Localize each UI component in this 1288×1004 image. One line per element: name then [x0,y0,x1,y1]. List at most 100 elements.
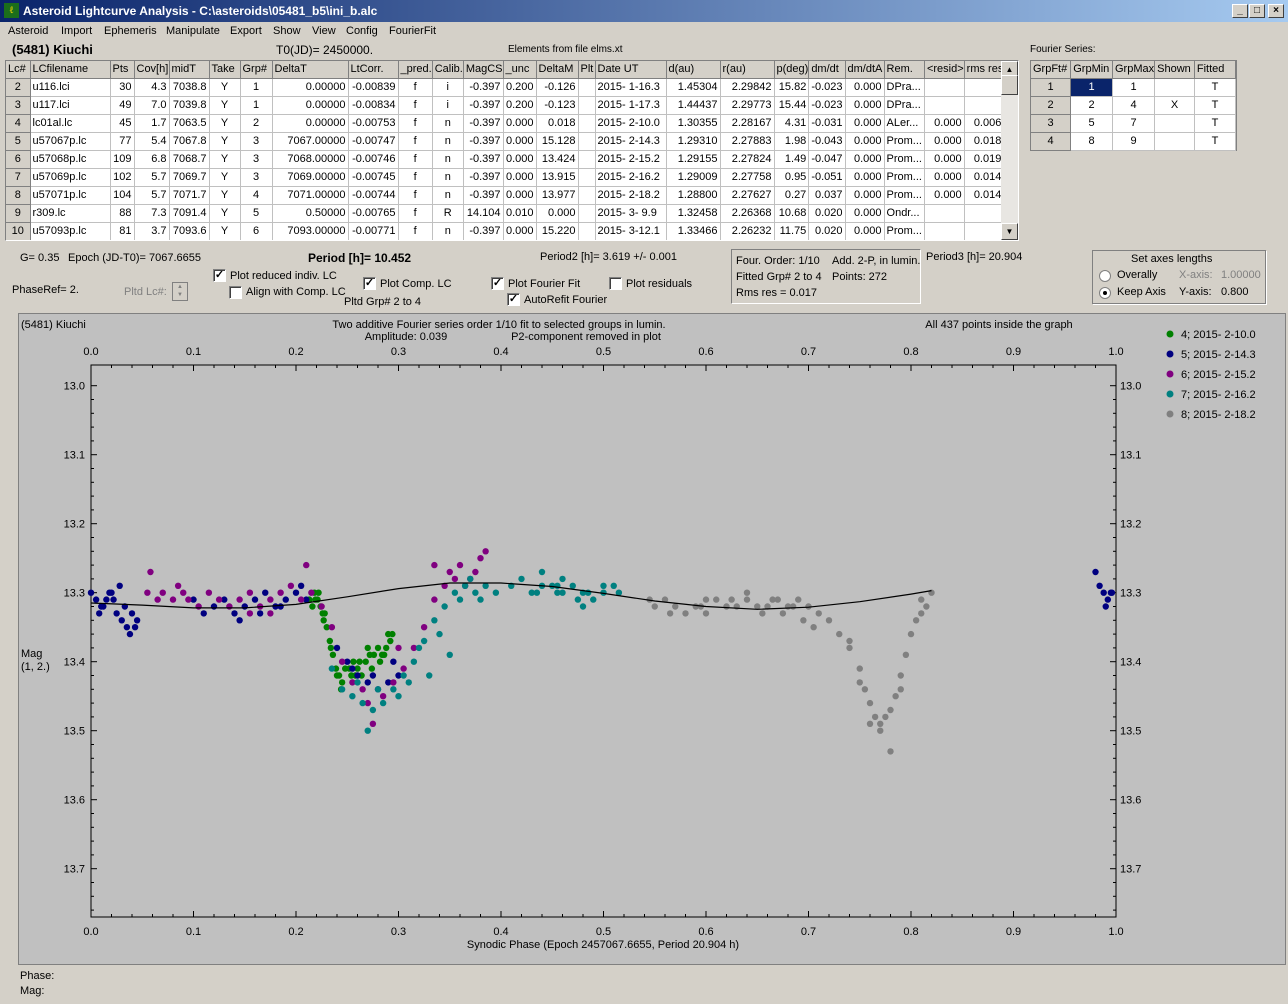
table-cell[interactable] [924,222,965,240]
column-header[interactable]: Cov[h] [134,61,170,79]
table-cell[interactable]: f [398,132,433,151]
table-cell[interactable]: -0.126 [536,78,579,97]
column-header[interactable]: Grp# [240,61,273,79]
table-cell[interactable]: 2.27883 [720,132,775,151]
table-cell[interactable] [578,186,596,205]
fourier-cell[interactable]: T [1194,96,1237,115]
table-cell[interactable]: 2015- 2-18.2 [595,186,667,205]
menu-view[interactable]: View [312,25,336,37]
plot-reduced-checkbox[interactable]: ✓ [213,269,226,282]
table-cell[interactable]: 0.00000 [272,114,349,133]
table-cell[interactable]: 1.44437 [666,96,721,115]
column-header[interactable]: Pts [110,61,135,79]
align-checkbox[interactable] [229,286,242,299]
table-cell[interactable]: 0.000 [503,186,537,205]
table-cell[interactable]: 0.000 [924,186,965,205]
column-header[interactable]: DeltaM [536,61,579,79]
table-cell[interactable]: 0.000 [845,204,885,223]
table-cell[interactable]: -0.023 [808,78,846,97]
table-cell[interactable]: -0.043 [808,132,846,151]
table-cell[interactable]: n [432,114,464,133]
table-cell[interactable]: u57069p.lc [30,168,111,187]
table-cell[interactable]: Y [209,186,241,205]
fourier-cell[interactable]: T [1194,132,1237,151]
table-cell[interactable]: 0.95 [774,168,810,187]
fourier-cell[interactable] [1154,114,1195,133]
table-row[interactable]: 2 u116.lci 30 4.3 7038.8 Y 1 0.00000 -0.00839 f i -… [6,78,1005,97]
table-cell[interactable]: 1.29155 [666,150,721,169]
table-cell[interactable] [578,168,596,187]
table-cell[interactable] [578,78,596,97]
row-header[interactable]: 3 [6,96,31,115]
table-row[interactable]: 8 u57071p.lc 104 5.7 7071.7 Y 4 7071.00000 -0.00… [6,186,1005,205]
table-cell[interactable]: Prom... [884,150,925,169]
row-header[interactable]: 5 [6,132,31,151]
column-header[interactable]: DeltaT [272,61,349,79]
table-cell[interactable]: u57071p.lc [30,186,111,205]
column-header[interactable]: d(au) [666,61,721,79]
x-axis-value[interactable]: 1.00000 [1221,269,1261,281]
column-header[interactable]: LtCorr. [348,61,399,79]
table-cell[interactable]: 6.8 [134,150,170,169]
table-cell[interactable]: 2015- 2-16.2 [595,168,667,187]
table-cell[interactable]: 0.037 [808,186,846,205]
table-cell[interactable]: 5.7 [134,168,170,187]
table-cell[interactable]: 2.28167 [720,114,775,133]
table-cell[interactable] [964,204,1005,223]
column-header[interactable]: Take [209,61,241,79]
table-cell[interactable] [578,222,596,240]
table-cell[interactable]: 0.000 [845,78,885,97]
table-cell[interactable]: Y [209,204,241,223]
autorefit-checkbox[interactable]: ✓ [507,293,520,306]
table-cell[interactable]: 1.7 [134,114,170,133]
table-cell[interactable]: R [432,204,464,223]
table-cell[interactable]: -0.00747 [348,132,399,151]
fourier-cell[interactable]: X [1154,96,1195,115]
overally-radio[interactable] [1099,270,1111,282]
table-cell[interactable]: 30 [110,78,135,97]
y-axis-value[interactable]: 0.800 [1221,286,1249,298]
menu-fourierfit[interactable]: FourierFit [389,25,437,37]
table-row[interactable]: 7 u57069p.lc 102 5.7 7069.7 Y 3 7069.00000 -0.00… [6,168,1005,187]
table-cell[interactable]: 7039.8 [169,96,210,115]
table-cell[interactable]: n [432,132,464,151]
table-cell[interactable]: 2015- 2-14.3 [595,132,667,151]
plot-fourier-checkbox[interactable]: ✓ [491,277,504,290]
table-cell[interactable]: 13.915 [536,168,579,187]
lightcurve-plot-panel[interactable]: (5481) Kiuchi All 437 points inside the g… [18,313,1286,965]
table-cell[interactable]: -0.397 [463,222,504,240]
period-value[interactable]: Period [h]= 10.452 [308,251,412,265]
table-cell[interactable]: n [432,186,464,205]
table-cell[interactable]: 1 [240,78,273,97]
table-cell[interactable]: 7067.00000 [272,132,349,151]
table-cell[interactable]: 3.7 [134,222,170,240]
keep-axis-radio[interactable] [1099,287,1111,299]
table-cell[interactable] [964,96,1005,115]
table-cell[interactable]: 2015- 3- 9.9 [595,204,667,223]
table-cell[interactable]: 1.49 [774,150,810,169]
fourier-cell[interactable]: 5 [1070,114,1113,133]
table-cell[interactable]: 0.000 [503,222,537,240]
table-cell[interactable]: 2015- 2-15.2 [595,150,667,169]
lightcurve-chart[interactable]: (5481) Kiuchi All 437 points inside the g… [19,314,1287,966]
column-header[interactable]: _unc [503,61,537,79]
table-cell[interactable]: 45 [110,114,135,133]
column-header[interactable]: Lc# [6,61,31,79]
table-cell[interactable]: n [432,222,464,240]
row-header[interactable]: 6 [6,150,31,169]
table-cell[interactable]: 102 [110,168,135,187]
table-cell[interactable]: 2 [240,114,273,133]
maximize-button[interactable]: □ [1249,4,1265,18]
table-cell[interactable]: 0.000 [503,114,537,133]
table-cell[interactable]: 7.3 [134,204,170,223]
row-header[interactable]: 2 [6,78,31,97]
column-header[interactable]: midT [169,61,210,79]
table-cell[interactable]: Ondr... [884,204,925,223]
table-cell[interactable]: 0.020 [808,204,846,223]
table-cell[interactable]: u57093p.lc [30,222,111,240]
table-cell[interactable]: 1.32458 [666,204,721,223]
table-cell[interactable]: 1 [240,96,273,115]
fourier-column-header[interactable]: Shown [1154,61,1195,79]
table-cell[interactable]: 0.006 [964,114,1005,133]
table-cell[interactable]: 0.000 [924,132,965,151]
